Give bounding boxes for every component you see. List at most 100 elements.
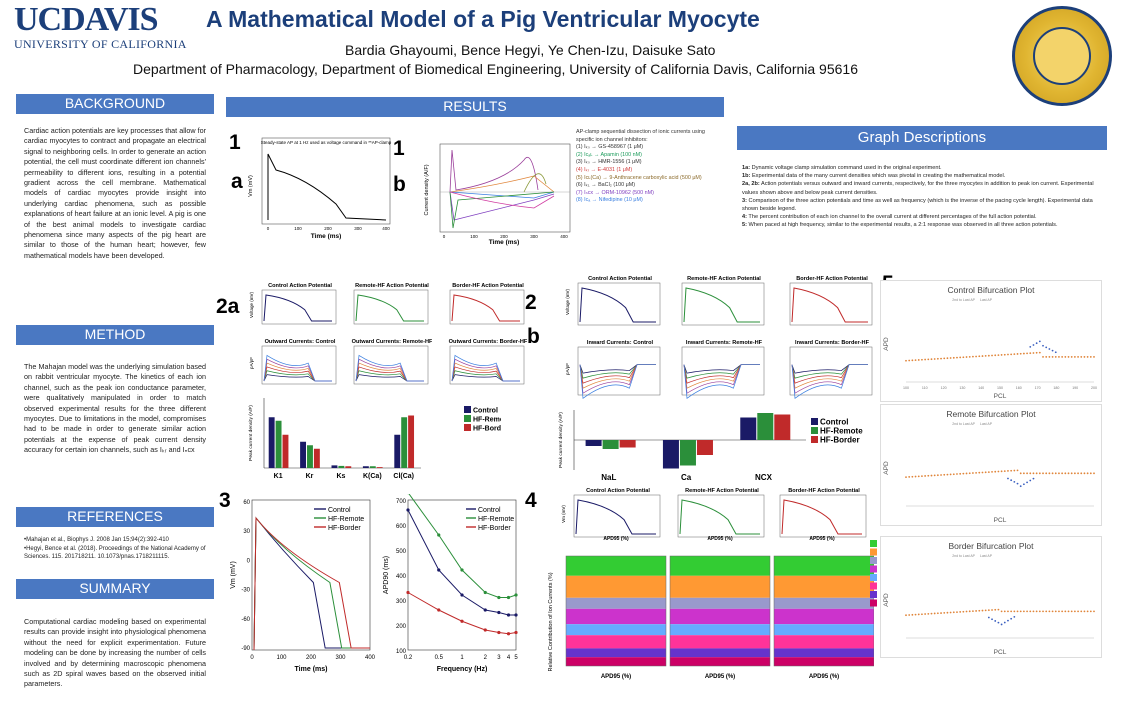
fig2b-ap-panel: Remote-HF Action Potential <box>681 276 765 326</box>
fig1b-caption: AP-clamp sequential dissection of ionic … <box>576 129 721 205</box>
fig5-point <box>1083 356 1086 358</box>
fig5-point <box>987 616 990 619</box>
fig4-ylabel: Relative Contribution of Ion Currents (%… <box>548 572 554 671</box>
poster-authors: Bardia Ghayoumi, Bence Hegyi, Ye Chen-Iz… <box>345 42 716 58</box>
fig5-point <box>1029 345 1032 348</box>
fig4-contribution-band <box>774 657 874 666</box>
current-trace <box>263 354 332 382</box>
fig5-point <box>1019 485 1022 488</box>
fig1b-trace <box>449 191 555 229</box>
current-trace <box>355 358 424 382</box>
legend-swatch <box>811 418 818 425</box>
fig5-point <box>1054 356 1057 358</box>
fig5-point <box>1051 349 1054 352</box>
fig5-point <box>1048 472 1051 475</box>
fig1b-caption-title: AP-clamp sequential dissection of ionic … <box>576 129 705 143</box>
ap-panel-frame <box>573 494 661 538</box>
fig5-point <box>962 610 965 613</box>
current-trace <box>355 354 424 382</box>
ap-trace <box>451 294 520 322</box>
fig5-title: Border Bifurcation Plot <box>948 541 1034 551</box>
fig5-point <box>968 610 971 613</box>
fig5-point <box>997 470 1000 473</box>
current-trace <box>791 364 868 389</box>
fig3-left-xtick: 200 <box>306 655 317 661</box>
fig3-legend-label: HF-Border <box>478 525 511 532</box>
fig5-point <box>1013 610 1016 613</box>
fig1b-caption-item: (2) Iᴄₐʟ → Apamin (100 nM) <box>576 151 642 158</box>
fig1b-trace <box>449 191 555 221</box>
ap-trace <box>791 287 868 323</box>
fig5-point <box>1073 472 1076 475</box>
fig5-point <box>1010 469 1013 472</box>
figure-label-1b-letter: b <box>393 173 406 196</box>
bar <box>774 414 791 440</box>
fig3-right-ytick: 400 <box>396 574 407 580</box>
fig5-card <box>880 536 1102 658</box>
fig5-point <box>1058 472 1060 475</box>
fig1a-frame <box>261 137 391 225</box>
poster-affiliation: Department of Pharmacology, Department o… <box>133 61 858 77</box>
summary-text: Computational cardiac modeling based on … <box>24 617 206 689</box>
fig3-right-ytick: 300 <box>396 599 407 605</box>
fig4-legend <box>870 540 877 607</box>
fig5-bifurcation-plot: Control Bifurcation Plot 2nd to Last AP La… <box>880 280 1102 402</box>
current-trace <box>451 374 520 382</box>
ap-trace <box>355 294 424 322</box>
current-trace <box>263 358 332 382</box>
fig5-point <box>1042 356 1044 358</box>
current-trace <box>579 364 656 374</box>
bar-ylabel: Peak current density (A/F) <box>248 405 254 461</box>
fig5-point <box>1070 610 1073 613</box>
fig5-point <box>968 472 971 475</box>
fig4-legend-swatch <box>870 565 877 573</box>
fig3-apd-point <box>506 632 511 636</box>
fig4-contribution-band <box>670 597 770 609</box>
fig3-apd-point <box>506 595 511 600</box>
fig5-point <box>949 357 952 359</box>
ap-trace <box>575 499 656 535</box>
fig3-left-xlabel: Time (ms) <box>295 666 328 673</box>
fig5-point <box>956 356 958 359</box>
fig5-point <box>1077 472 1079 475</box>
fig3-left-ytick: -60 <box>241 617 250 623</box>
fig5-point <box>1007 353 1009 356</box>
fig3-right-frame <box>407 499 517 651</box>
fig4-legend-swatch <box>870 548 877 556</box>
fig4-xlabel: APD95 (%) <box>809 674 839 680</box>
current-trace <box>451 358 520 382</box>
fig3-left-ytick: -90 <box>241 646 250 652</box>
fig4-contribution-band <box>774 597 874 609</box>
fig5-point <box>921 358 923 361</box>
fig5-point <box>972 355 974 358</box>
bar <box>300 441 307 468</box>
fig5-point <box>940 612 942 614</box>
fig5-point <box>962 472 965 475</box>
fig5-point <box>1051 356 1054 358</box>
fig1b-trace <box>523 173 547 193</box>
fig1b-trace <box>449 149 539 193</box>
fig5-legend-label: 2nd to Last AP <box>952 298 975 302</box>
fig5-point <box>911 613 914 616</box>
fig5-point <box>1019 472 1022 475</box>
ap-panel-ylabel: Voltage (mV) <box>249 291 254 318</box>
figure-label-1: 1 <box>229 131 241 154</box>
fig4-contribution-band <box>774 648 874 658</box>
fig5-point <box>949 473 952 476</box>
fig5-point <box>991 471 993 473</box>
fig4-contribution-band <box>566 575 666 598</box>
fig4-contribution-frame <box>669 555 771 667</box>
ap-panel-frame <box>449 289 525 325</box>
fig5-point <box>911 475 914 478</box>
fig1b-xtick: 400 <box>560 234 568 239</box>
current-panel-frame <box>353 345 429 385</box>
fig4-ap-xlabel: APD95 (%) <box>603 536 629 542</box>
bar <box>401 417 408 468</box>
fig5-point <box>1058 356 1060 358</box>
fig5-point <box>991 618 993 621</box>
fig5-point <box>1070 356 1073 358</box>
fig3-legend-label: Control <box>478 507 501 514</box>
fig5-point <box>1048 348 1051 350</box>
fig5-point <box>927 358 930 361</box>
fig5-point <box>1083 472 1086 475</box>
